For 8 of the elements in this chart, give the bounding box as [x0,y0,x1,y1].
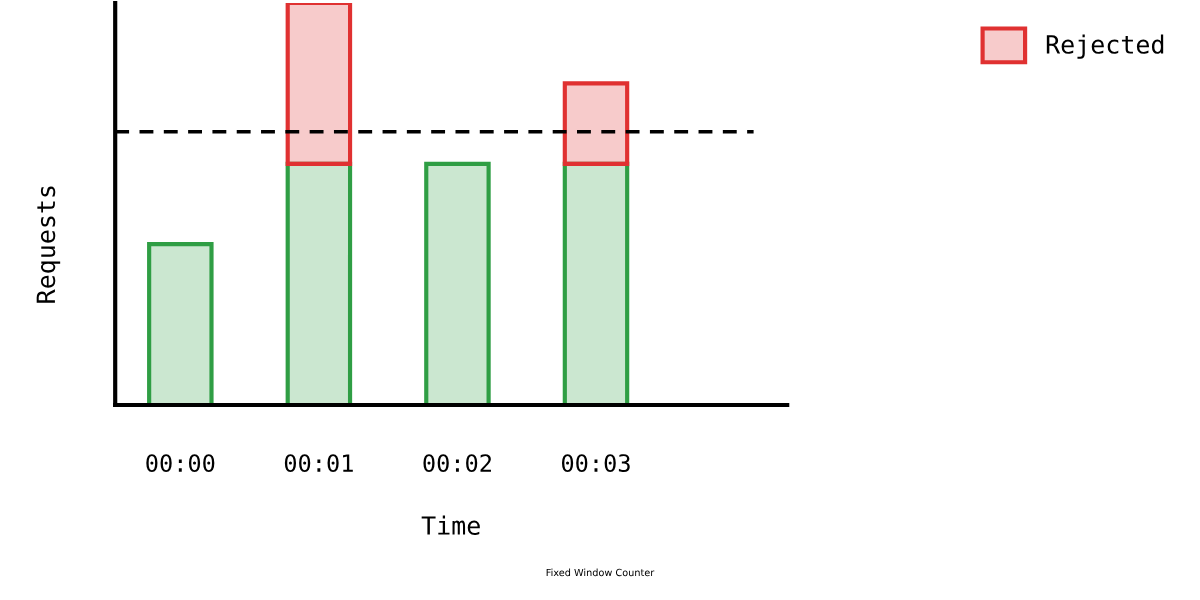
legend-label: Rejected [1046,34,1164,59]
x-tick-label: 00:02 [423,454,491,473]
x-tick-label: 00:03 [561,454,630,473]
y-axis-title: Requests [36,186,61,303]
x-axis-title: Time [421,515,480,535]
text: Fixed Window Counter [546,568,655,577]
x-tick-label: 00:00 [146,454,215,473]
x-tick-label: 00:01 [284,454,353,473]
